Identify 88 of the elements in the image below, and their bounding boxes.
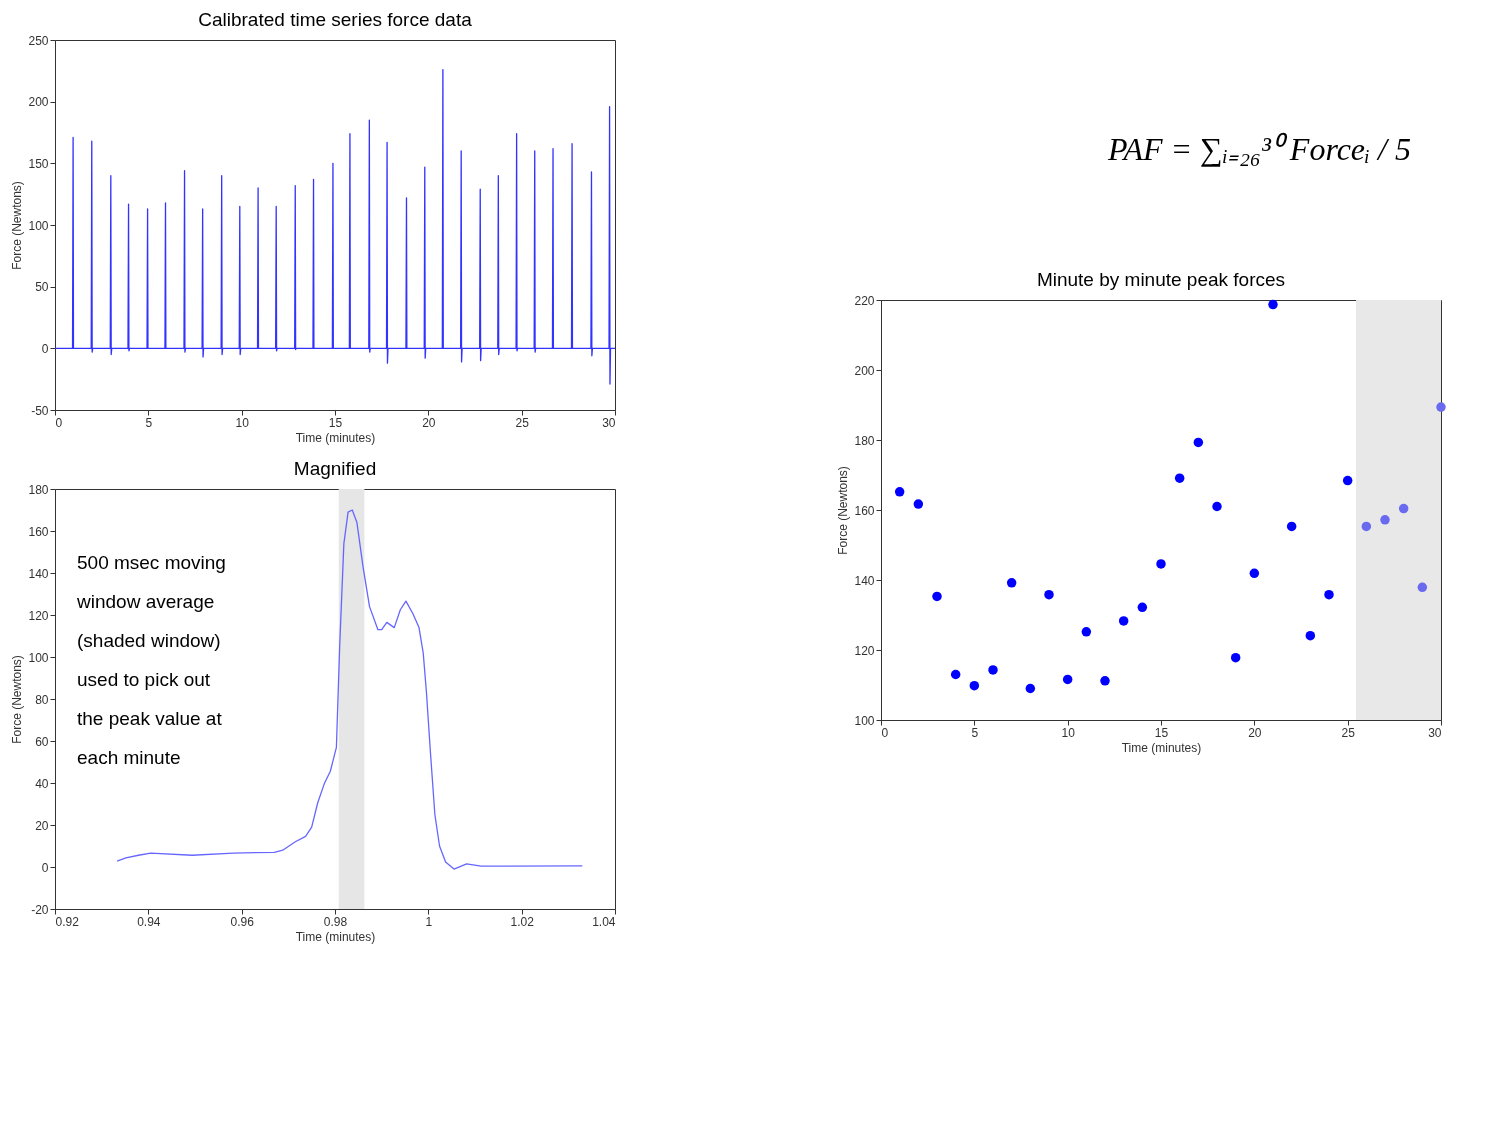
- x-tick-label: 0.96: [230, 914, 255, 929]
- y-axis-title: Force (Newtons): [10, 655, 25, 744]
- y-tick-label: 0: [41, 341, 49, 356]
- point: [1268, 299, 1278, 310]
- y-tick-label: 140: [854, 573, 875, 588]
- y-tick-label: 160: [854, 503, 875, 518]
- x-tick-label: 10: [235, 415, 250, 430]
- point: [1100, 676, 1110, 686]
- x-tick-label: 0.92: [55, 914, 80, 929]
- y-tick-label: 40: [35, 776, 49, 791]
- point: [1342, 475, 1353, 486]
- y-tick-label: 180: [854, 433, 875, 448]
- x-tick-label: 30: [1428, 725, 1442, 740]
- point: [894, 487, 905, 497]
- point: [1398, 503, 1409, 514]
- chart-title: Calibrated time series force data: [198, 9, 473, 30]
- y-tick-label: 200: [854, 363, 875, 378]
- point: [1174, 473, 1185, 483]
- point: [1230, 652, 1241, 663]
- y-tick-label: 80: [35, 692, 49, 707]
- x-tick-label: 20: [422, 415, 436, 430]
- y-tick-label: 50: [35, 280, 49, 295]
- point: [1025, 683, 1036, 694]
- point: [1081, 627, 1092, 637]
- point: [1193, 437, 1204, 448]
- point: [1062, 674, 1073, 685]
- point: [969, 680, 980, 691]
- x-tick-label: 0: [55, 415, 63, 430]
- x-tick-label: 1.02: [510, 914, 535, 929]
- y-tick-label: 100: [28, 650, 49, 665]
- point: [1156, 559, 1166, 569]
- y-tick-label: 250: [28, 33, 49, 48]
- x-tick-label: 5: [145, 415, 153, 430]
- x-tick-label: 5: [971, 725, 979, 740]
- x-tick-label: 1.04: [592, 914, 616, 929]
- x-tick-label: 15: [1154, 725, 1169, 740]
- y-tick-label: 120: [28, 608, 49, 623]
- y-tick-label: 100: [854, 713, 875, 728]
- point: [1324, 589, 1334, 600]
- point: [1118, 616, 1129, 626]
- x-axis-title: Time (minutes): [295, 430, 376, 445]
- x-tick-label: 0: [881, 725, 889, 740]
- point: [1361, 521, 1372, 532]
- x-tick-label: 1: [425, 914, 433, 929]
- x-tick-label: 0.94: [137, 914, 161, 929]
- x-tick-label: 25: [515, 415, 530, 430]
- y-tick-label: 180: [28, 482, 49, 497]
- point: [1380, 515, 1390, 525]
- line-series: [55, 68, 615, 385]
- point: [1044, 589, 1054, 600]
- y-axis-title: Force (Newtons): [836, 466, 851, 555]
- y-tick-label: 150: [28, 156, 49, 171]
- annotation: 500 msec moving window average (shaded window) used to pick out the peak value at each minute: [76, 552, 226, 768]
- point: [1006, 578, 1017, 588]
- point: [1137, 602, 1148, 613]
- y-tick-label: -50: [31, 403, 49, 418]
- point: [913, 499, 924, 509]
- y-tick-label: 220: [854, 293, 875, 308]
- y-tick-label: 60: [35, 734, 49, 749]
- x-axis-title: Time (minutes): [1121, 740, 1202, 755]
- x-tick-label: 25: [1341, 725, 1356, 740]
- y-tick-label: 120: [854, 643, 875, 658]
- chart-title: Magnified: [293, 458, 377, 479]
- x-tick-label: 10: [1061, 725, 1076, 740]
- y-tick-label: -20: [31, 902, 49, 917]
- point: [988, 665, 998, 675]
- point: [1249, 568, 1260, 579]
- y-tick-label: 160: [28, 524, 49, 539]
- y-tick-label: 200: [28, 95, 49, 110]
- y-axis-title: Force (Newtons): [10, 181, 25, 270]
- x-tick-label: 20: [1248, 725, 1262, 740]
- x-tick-label: 0.98: [323, 914, 348, 929]
- y-tick-label: 0: [41, 860, 49, 875]
- x-tick-label: 30: [602, 415, 616, 430]
- y-tick-label: 20: [35, 818, 49, 833]
- point: [932, 591, 942, 602]
- text: PAF = ∑ᵢ₌₂₆³⁰ Forceᵢ / 5: [1107, 131, 1411, 167]
- point: [1305, 630, 1316, 641]
- point: [1436, 402, 1446, 412]
- x-tick-label: 15: [328, 415, 343, 430]
- point: [1286, 521, 1297, 532]
- point: [1212, 501, 1222, 512]
- point: [950, 669, 961, 680]
- chart-title: Minute by minute peak forces: [1036, 269, 1286, 290]
- x-axis-title: Time (minutes): [295, 929, 376, 944]
- y-tick-label: 140: [28, 566, 49, 581]
- point: [1417, 582, 1428, 593]
- y-tick-label: 100: [28, 218, 49, 233]
